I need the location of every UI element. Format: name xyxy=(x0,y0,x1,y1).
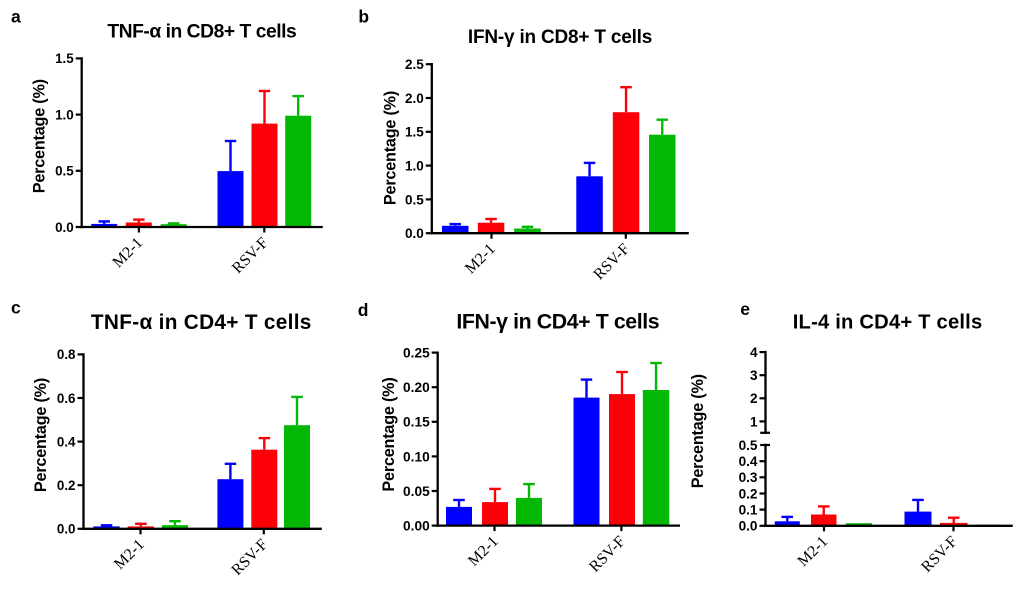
svg-text:2.5: 2.5 xyxy=(405,57,424,72)
svg-text:0.6: 0.6 xyxy=(57,391,76,406)
svg-text:TNF-α in CD4+ T cells: TNF-α in CD4+ T cells xyxy=(91,311,312,334)
svg-text:Percentage (%): Percentage (%) xyxy=(381,91,399,205)
svg-text:0.0: 0.0 xyxy=(739,519,758,534)
svg-text:0.05: 0.05 xyxy=(403,484,430,499)
svg-text:1: 1 xyxy=(750,414,758,429)
svg-text:0.2: 0.2 xyxy=(739,486,758,501)
svg-text:1.5: 1.5 xyxy=(55,51,74,66)
svg-text:IFN-γ in CD8+ T cells: IFN-γ in CD8+ T cells xyxy=(468,27,652,48)
svg-text:0.5: 0.5 xyxy=(405,192,424,207)
svg-text:1.5: 1.5 xyxy=(405,125,424,140)
svg-text:Percentage (%): Percentage (%) xyxy=(380,377,398,491)
svg-text:3: 3 xyxy=(750,368,758,383)
svg-text:Percentage (%): Percentage (%) xyxy=(689,374,707,488)
svg-text:0.4: 0.4 xyxy=(57,434,76,449)
svg-text:0.10: 0.10 xyxy=(403,449,430,464)
svg-text:c: c xyxy=(11,298,21,318)
svg-text:1.0: 1.0 xyxy=(405,158,424,173)
svg-text:0.0: 0.0 xyxy=(57,522,76,537)
svg-text:0.00: 0.00 xyxy=(403,519,430,534)
svg-text:0.2: 0.2 xyxy=(57,478,76,493)
svg-text:1.0: 1.0 xyxy=(55,107,74,122)
svg-text:0.0: 0.0 xyxy=(55,220,74,235)
svg-text:0.3: 0.3 xyxy=(739,470,758,485)
svg-text:0.20: 0.20 xyxy=(403,380,430,395)
svg-text:0.4: 0.4 xyxy=(739,454,758,469)
svg-text:a: a xyxy=(11,7,21,27)
svg-text:Percentage (%): Percentage (%) xyxy=(32,378,50,492)
svg-text:0.0: 0.0 xyxy=(405,226,424,241)
svg-text:IL-4 in CD4+ T cells: IL-4 in CD4+ T cells xyxy=(793,312,983,334)
svg-text:d: d xyxy=(358,300,369,320)
svg-text:0.15: 0.15 xyxy=(403,415,430,430)
svg-text:b: b xyxy=(358,7,369,27)
svg-text:0.8: 0.8 xyxy=(57,347,76,362)
svg-text:TNF-α in CD8+ T cells: TNF-α in CD8+ T cells xyxy=(107,22,296,43)
svg-text:0.1: 0.1 xyxy=(739,503,758,518)
svg-text:0.25: 0.25 xyxy=(403,346,430,361)
svg-text:2: 2 xyxy=(750,391,758,406)
svg-text:IFN-γ in CD4+ T cells: IFN-γ in CD4+ T cells xyxy=(456,310,659,334)
svg-text:Percentage (%): Percentage (%) xyxy=(31,79,49,193)
svg-text:0.5: 0.5 xyxy=(739,438,758,453)
svg-text:2.0: 2.0 xyxy=(405,91,424,106)
svg-text:e: e xyxy=(740,299,750,319)
svg-text:0.5: 0.5 xyxy=(55,164,74,179)
svg-text:4: 4 xyxy=(750,345,758,360)
